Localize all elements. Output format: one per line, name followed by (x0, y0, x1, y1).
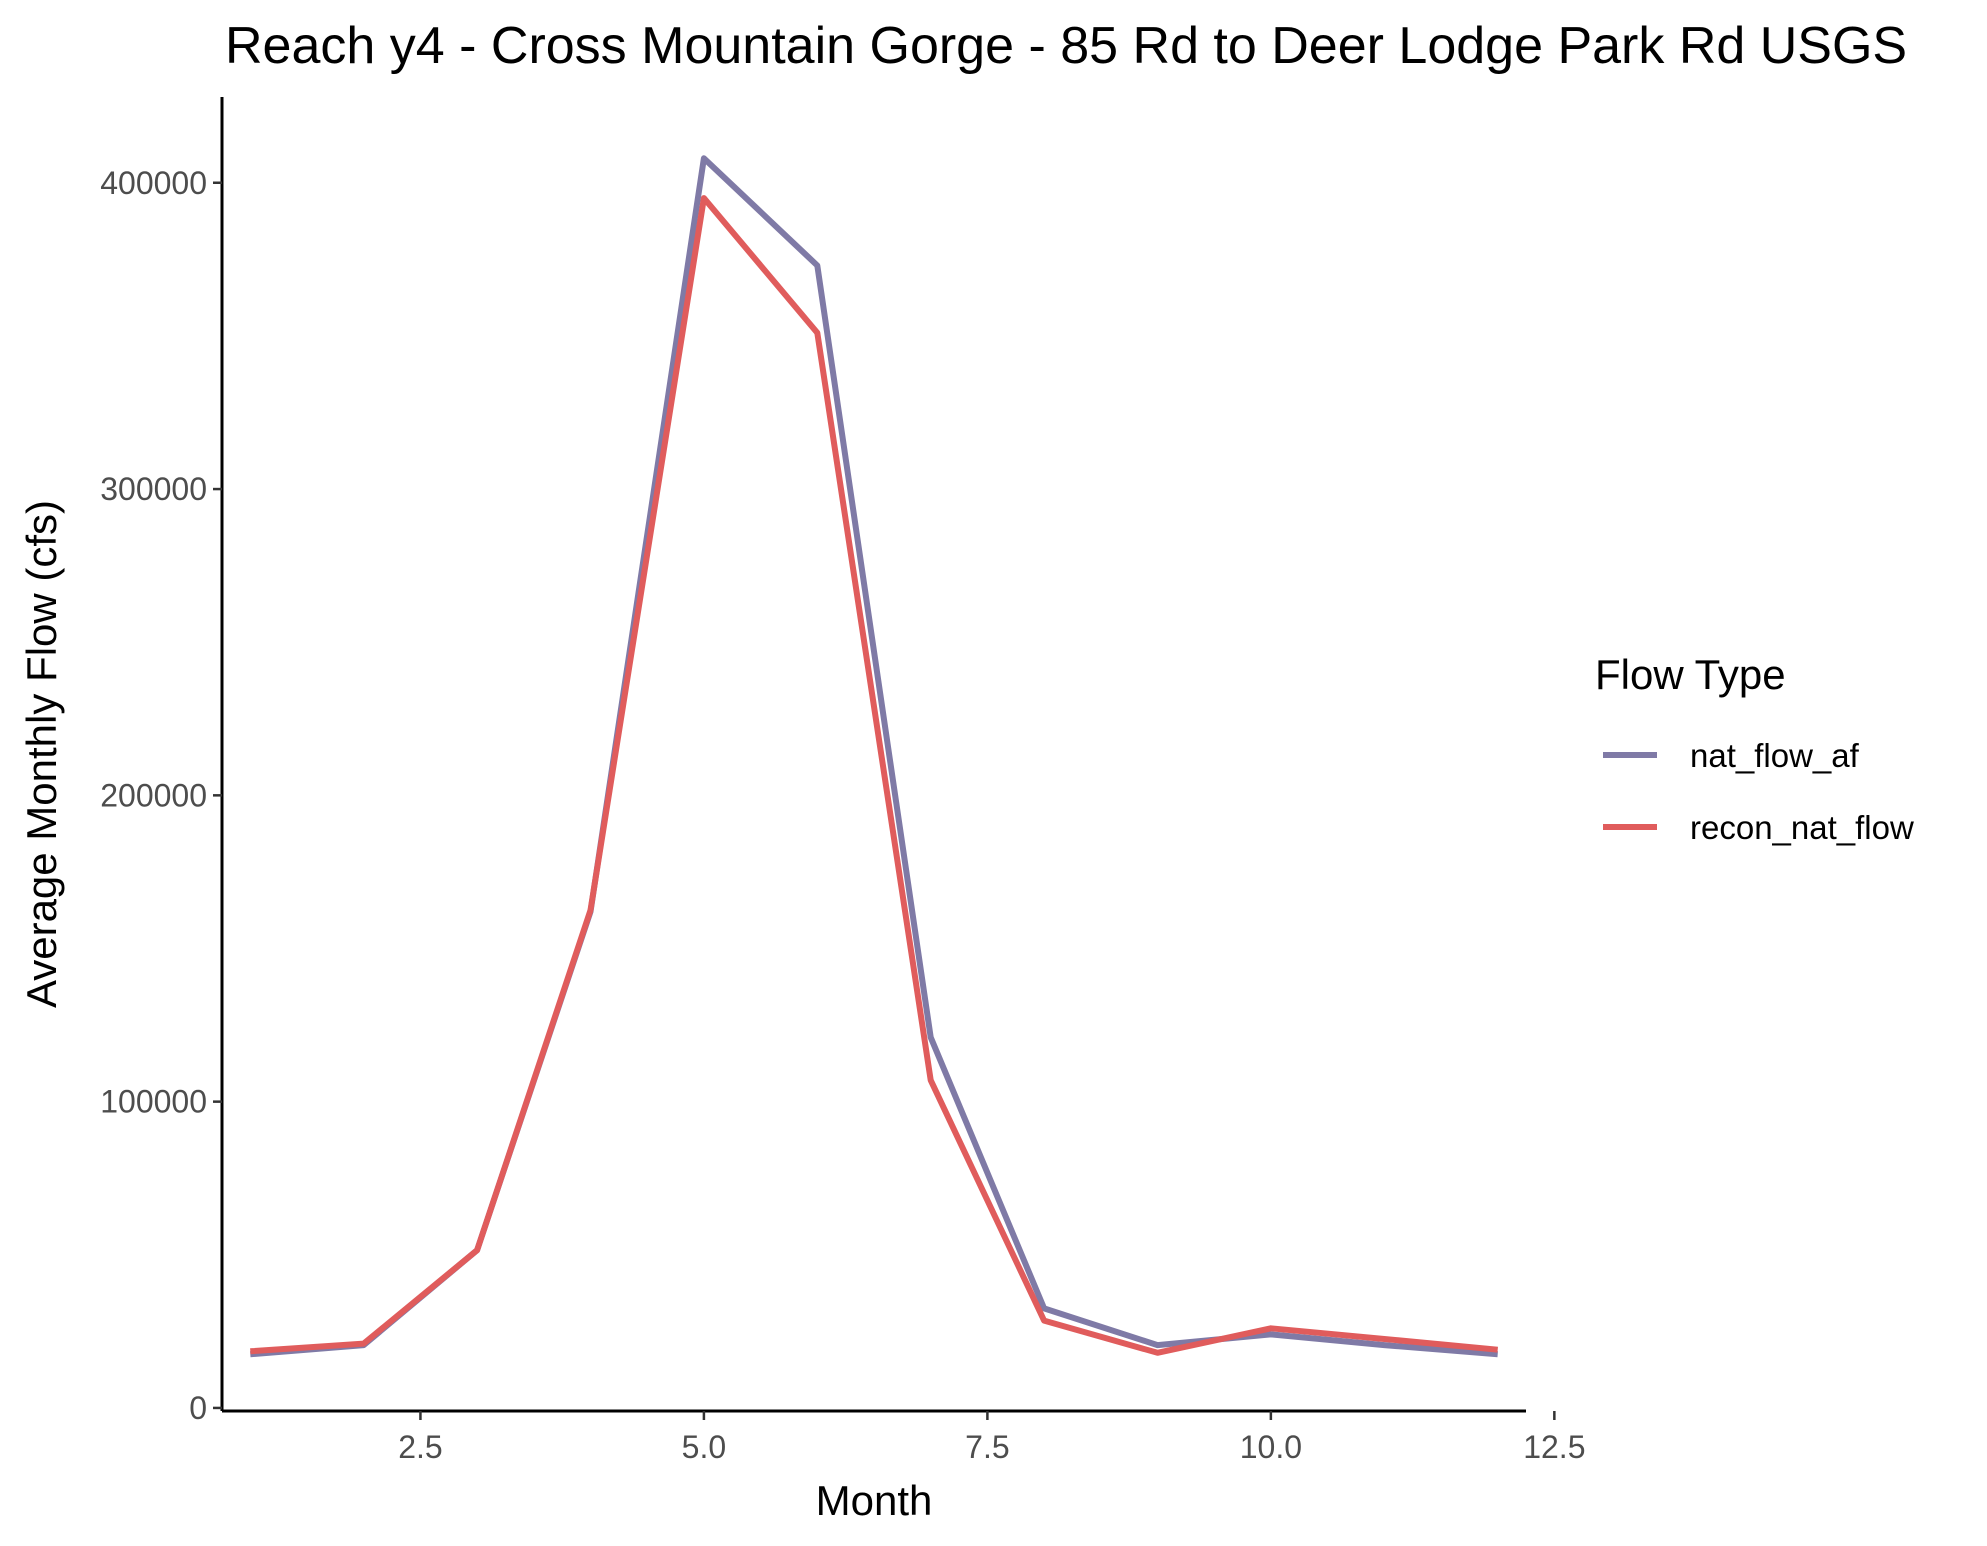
y-axis-ticks: 0 100000 200000 300000 400000 (100, 165, 222, 1426)
y-tick-label: 100000 (100, 1084, 207, 1120)
chart-title: Reach y4 - Cross Mountain Gorge - 85 Rd … (225, 17, 1907, 75)
y-tick-label: 200000 (100, 777, 207, 813)
legend-title: Flow Type (1595, 651, 1786, 698)
plot-area: 0 100000 200000 300000 400000 2.5 5.0 7.5 10.0 1… (100, 97, 1585, 1465)
legend-label-nat-flow-af: nat_flow_af (1690, 737, 1860, 774)
x-tick-label: 5.0 (682, 1429, 726, 1465)
y-tick-label: 0 (189, 1390, 207, 1426)
series-layer (250, 155, 1498, 1358)
series-line-recon-nat-flow (250, 195, 1498, 1356)
y-tick-label: 300000 (100, 471, 207, 507)
legend-items: nat_flow_af recon_nat_flow (1603, 737, 1914, 846)
x-tick-label: 10.0 (1240, 1429, 1302, 1465)
x-tick-label: 12.5 (1523, 1429, 1585, 1465)
y-axis-title: Average Monthly Flow (cfs) (18, 500, 65, 1008)
x-tick-label: 2.5 (398, 1429, 442, 1465)
x-axis-title: Month (816, 1477, 933, 1524)
y-tick-label: 400000 (100, 165, 207, 201)
series-line-nat-flow-af (250, 155, 1498, 1358)
x-tick-label: 7.5 (965, 1429, 1009, 1465)
x-axis-ticks: 2.5 5.0 7.5 10.0 12.5 (398, 1411, 1585, 1465)
legend: Flow Type nat_flow_af recon_nat_flow (1595, 651, 1914, 846)
legend-label-recon-nat-flow: recon_nat_flow (1690, 809, 1914, 846)
